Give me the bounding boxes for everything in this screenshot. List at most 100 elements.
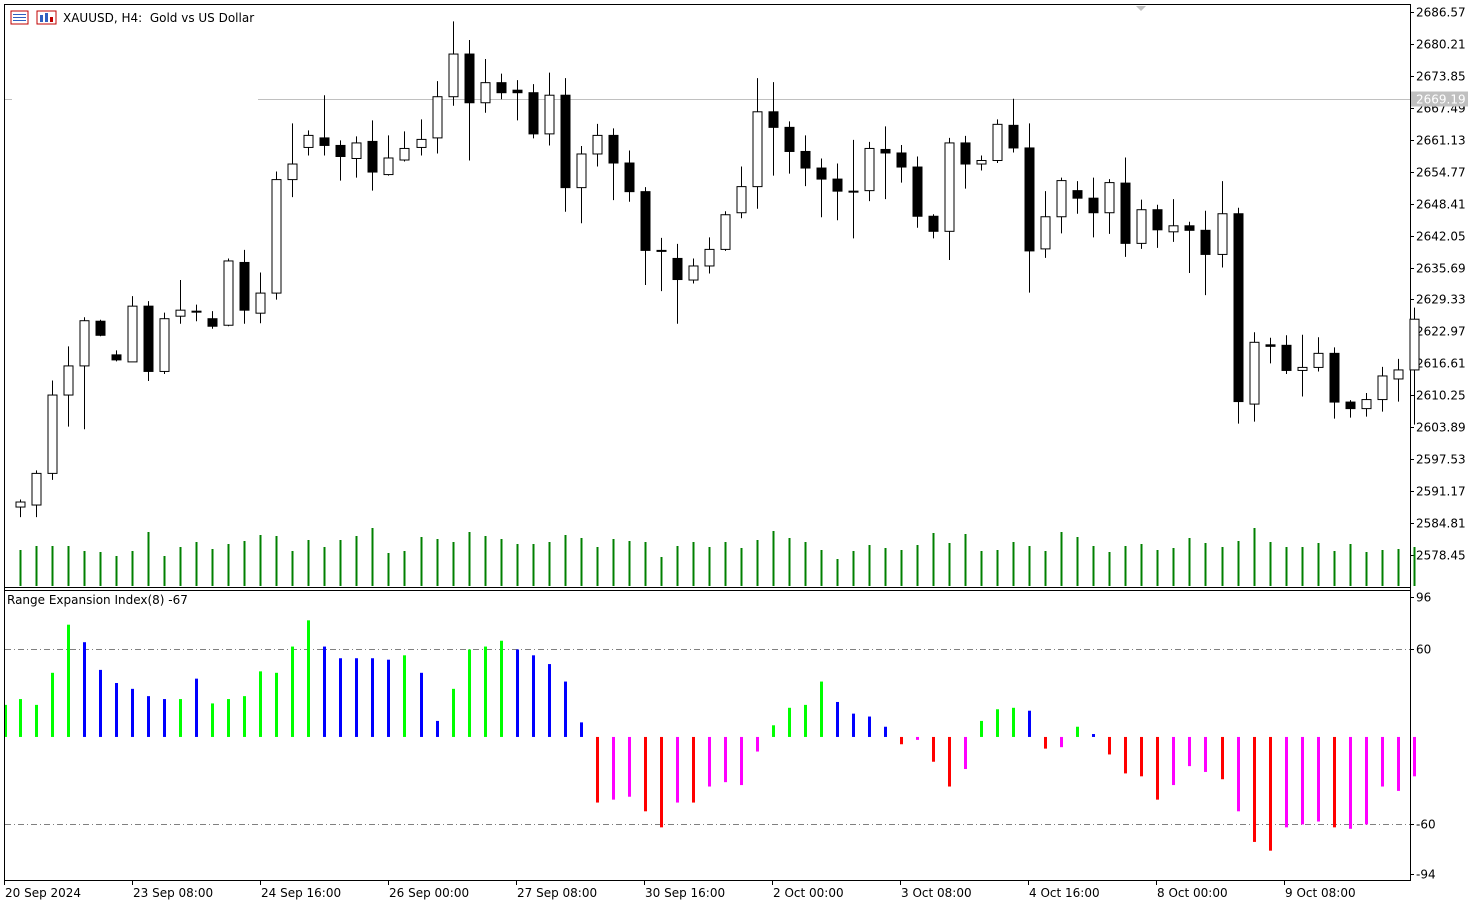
indicator-bar xyxy=(964,736,967,770)
current-price-label: 2669.19 xyxy=(1416,93,1466,107)
indicator-tick-label: 60 xyxy=(1416,643,1431,657)
indicator-bar xyxy=(1092,734,1095,737)
indicator-bar xyxy=(1108,736,1111,755)
candle-body-bull xyxy=(383,157,394,176)
candle xyxy=(880,126,891,200)
indicator-bar xyxy=(1140,736,1143,777)
candle-body-bull xyxy=(303,134,314,148)
indicator-bar xyxy=(1028,710,1031,737)
price-tick-label: 2603.89 xyxy=(1416,421,1466,435)
candle xyxy=(1152,204,1163,248)
candle xyxy=(1313,337,1324,372)
candle-body-bull xyxy=(255,292,266,314)
candle xyxy=(1040,191,1051,258)
symbol-list-icon[interactable] xyxy=(10,10,29,25)
indicator-bar xyxy=(67,624,70,737)
indicator-bar xyxy=(1285,736,1288,828)
candle xyxy=(992,119,1003,164)
chart-title: XAUUSD, H4: Gold vs US Dollar xyxy=(63,11,254,25)
candle xyxy=(720,211,731,251)
candle-body-bull xyxy=(1136,209,1147,244)
indicator-bar xyxy=(355,658,358,737)
indicator-bar xyxy=(1333,736,1336,828)
price-tick-label: 2629.33 xyxy=(1416,293,1466,307)
candle-body-bull xyxy=(544,94,555,135)
candle xyxy=(111,350,122,362)
candle-body-bull xyxy=(31,472,42,506)
candle-body-bull xyxy=(287,163,298,181)
chart-shift-marker[interactable] xyxy=(1136,6,1146,11)
candle-body-bull xyxy=(1409,318,1420,371)
indicator-bar xyxy=(1301,736,1304,825)
candle-body-bull xyxy=(752,111,763,188)
candle xyxy=(1200,210,1211,296)
indicator-bar xyxy=(612,736,615,800)
indicator-bar xyxy=(884,726,887,737)
candle-body-bear xyxy=(768,111,779,128)
candle-body-bull xyxy=(704,248,715,267)
indicator-bar xyxy=(788,707,791,737)
candle-body-bull xyxy=(15,501,26,508)
candle xyxy=(79,317,90,430)
candle xyxy=(271,171,282,300)
candle xyxy=(1024,123,1035,293)
candle xyxy=(1329,347,1340,419)
candle-body-bull xyxy=(864,147,875,192)
indicator-bar xyxy=(452,688,455,737)
indicator-bar xyxy=(932,736,935,762)
indicator-tick-label: -94 xyxy=(1416,868,1436,882)
candle-body-bull xyxy=(432,96,443,139)
candle xyxy=(576,145,587,224)
candle-body-bear xyxy=(464,53,475,104)
candle-body-bull xyxy=(736,186,747,214)
indicator-bar xyxy=(948,736,951,787)
indicator-bar xyxy=(1172,736,1175,786)
candle xyxy=(1265,337,1276,364)
indicator-bar xyxy=(708,736,711,787)
candle xyxy=(800,135,811,187)
candle xyxy=(1393,358,1404,402)
candle xyxy=(848,139,859,239)
candle xyxy=(864,141,875,202)
candle xyxy=(944,137,955,260)
candle-body-bull xyxy=(1249,341,1260,405)
indicator-bar xyxy=(51,672,54,737)
indicator-bar xyxy=(5,704,7,737)
price-tick-label: 2648.41 xyxy=(1416,198,1466,212)
candle xyxy=(832,163,843,221)
indicator-bar xyxy=(740,736,743,786)
candle xyxy=(976,155,987,171)
price-tick-label: 2622.97 xyxy=(1416,325,1466,339)
indicator-bar xyxy=(1012,707,1015,737)
candle xyxy=(1168,199,1179,242)
indicator-bar xyxy=(323,646,326,737)
indicator-tick-label: 96 xyxy=(1416,591,1431,605)
candle xyxy=(15,499,26,518)
candle xyxy=(319,95,330,156)
candle-body-bear xyxy=(560,94,571,189)
candle-body-bull xyxy=(79,320,90,367)
candle-body-bear xyxy=(239,261,250,311)
candle xyxy=(351,136,362,178)
indicator-bar xyxy=(804,704,807,737)
candle-body-bear xyxy=(640,191,651,251)
candle-body-bull xyxy=(223,260,234,326)
candle xyxy=(960,135,971,189)
candle-body-bear xyxy=(95,320,106,336)
indicator-bar xyxy=(179,699,182,737)
candle xyxy=(95,319,106,337)
indicator-title: Range Expansion Index(8) -67 xyxy=(7,593,188,607)
candle xyxy=(31,470,42,518)
indicator-bar xyxy=(548,664,551,737)
candle xyxy=(47,380,58,480)
candle-body-bear xyxy=(1345,401,1356,410)
candle-body-bull xyxy=(480,82,491,104)
chart-type-icon[interactable] xyxy=(36,10,57,25)
indicator-bar xyxy=(724,736,727,783)
candle xyxy=(448,21,459,106)
candle xyxy=(736,166,747,219)
time-tick-label: 27 Sep 08:00 xyxy=(517,886,597,900)
candle-body-bull xyxy=(1040,216,1051,250)
